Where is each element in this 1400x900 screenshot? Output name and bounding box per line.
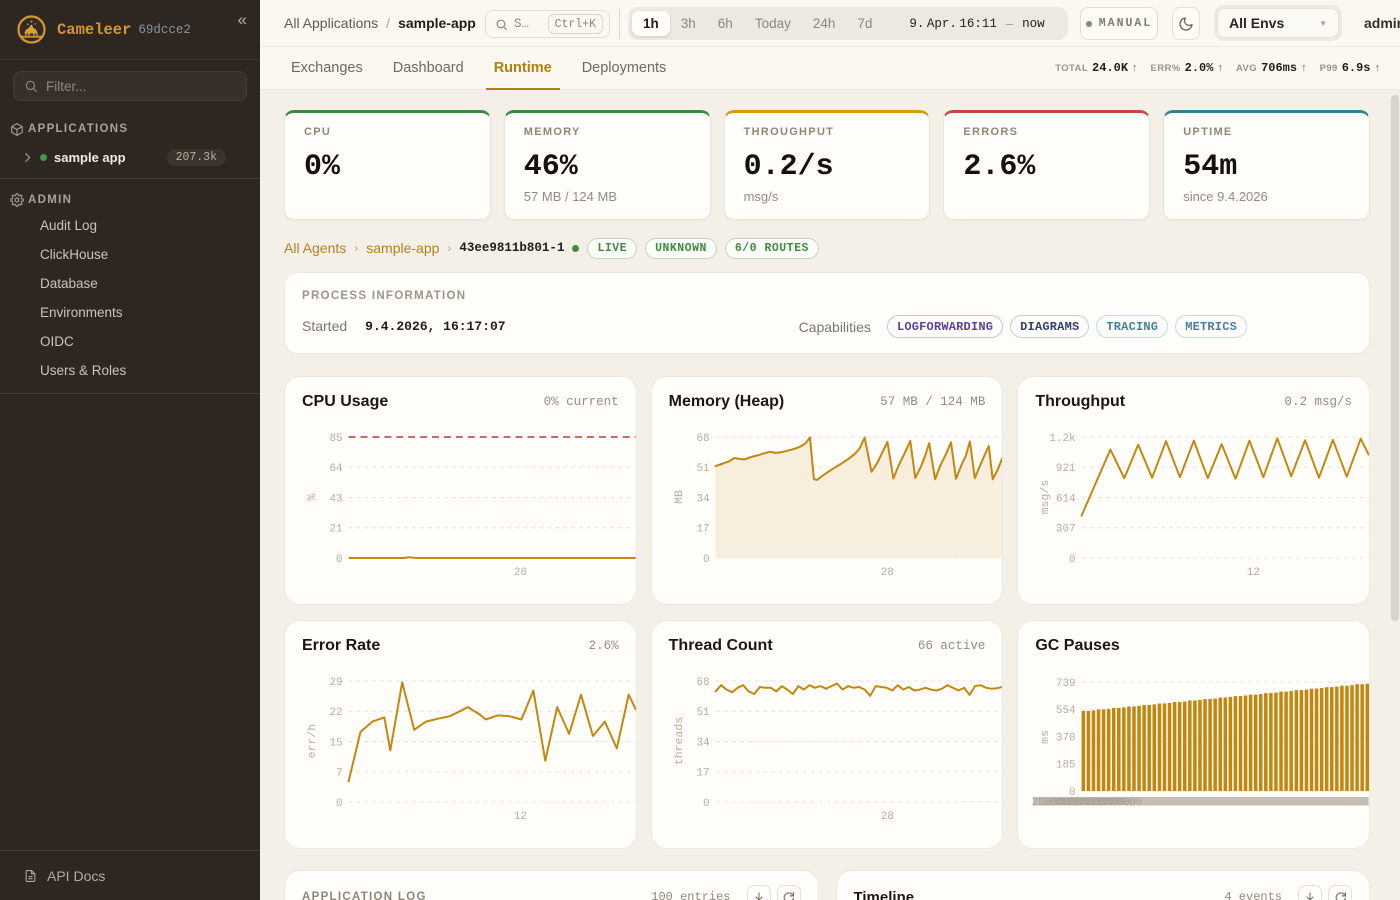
svg-text:20000: 20000	[1074, 797, 1107, 809]
svg-text:51: 51	[696, 463, 710, 475]
svg-text:20000: 20000	[1032, 797, 1065, 809]
svg-text:20000: 20000	[1080, 797, 1113, 809]
svg-text:17: 17	[696, 768, 709, 780]
svg-text:20000: 20000	[1098, 797, 1131, 809]
svg-text:threads: threads	[672, 717, 685, 765]
svg-text:20000: 20000	[1104, 797, 1137, 809]
svg-text:20000: 20000	[1068, 797, 1101, 809]
svg-text:msg/s: msg/s	[1039, 480, 1052, 514]
svg-text:0: 0	[1069, 787, 1076, 799]
svg-text:17: 17	[696, 524, 709, 536]
svg-text:0: 0	[703, 798, 710, 810]
svg-text:MB: MB	[672, 490, 685, 504]
svg-text:28: 28	[881, 811, 894, 823]
svg-text:64: 64	[330, 463, 344, 475]
svg-text:20000: 20000	[1110, 797, 1143, 809]
svg-text:554: 554	[1056, 705, 1076, 717]
svg-text:29: 29	[330, 677, 343, 689]
svg-text:0: 0	[703, 554, 710, 566]
svg-text:ms: ms	[1039, 730, 1052, 744]
svg-text:0: 0	[336, 798, 343, 810]
svg-text:28: 28	[514, 567, 527, 579]
svg-text:22: 22	[330, 707, 343, 719]
svg-text:15: 15	[330, 737, 343, 749]
svg-text:68: 68	[696, 677, 709, 689]
svg-text:20000: 20000	[1056, 797, 1089, 809]
svg-text:614: 614	[1056, 493, 1076, 505]
svg-text:370: 370	[1056, 732, 1076, 744]
svg-text:51: 51	[696, 707, 710, 719]
svg-text:34: 34	[696, 737, 710, 749]
svg-text:20000: 20000	[1038, 797, 1071, 809]
svg-text:7: 7	[336, 768, 343, 780]
svg-text:921: 921	[1056, 463, 1076, 475]
svg-text:85: 85	[330, 433, 343, 445]
svg-text:0: 0	[1069, 554, 1076, 566]
svg-text:20000: 20000	[1050, 797, 1083, 809]
svg-text:20000: 20000	[1044, 797, 1077, 809]
svg-text:20000: 20000	[1086, 797, 1119, 809]
svg-text:185: 185	[1056, 760, 1076, 772]
svg-text:0: 0	[336, 554, 343, 566]
svg-text:43: 43	[330, 493, 343, 505]
svg-text:12: 12	[514, 811, 527, 823]
svg-text:%: %	[306, 493, 319, 500]
svg-text:20000: 20000	[1062, 797, 1095, 809]
svg-text:err/h: err/h	[306, 724, 319, 758]
svg-text:1.2k: 1.2k	[1050, 433, 1077, 445]
svg-text:12: 12	[1247, 567, 1260, 579]
svg-text:28: 28	[881, 567, 894, 579]
svg-text:739: 739	[1056, 678, 1076, 690]
svg-text:20000: 20000	[1092, 797, 1125, 809]
svg-text:34: 34	[696, 493, 710, 505]
svg-text:307: 307	[1056, 524, 1076, 536]
svg-text:68: 68	[696, 433, 709, 445]
svg-text:21: 21	[330, 524, 344, 536]
